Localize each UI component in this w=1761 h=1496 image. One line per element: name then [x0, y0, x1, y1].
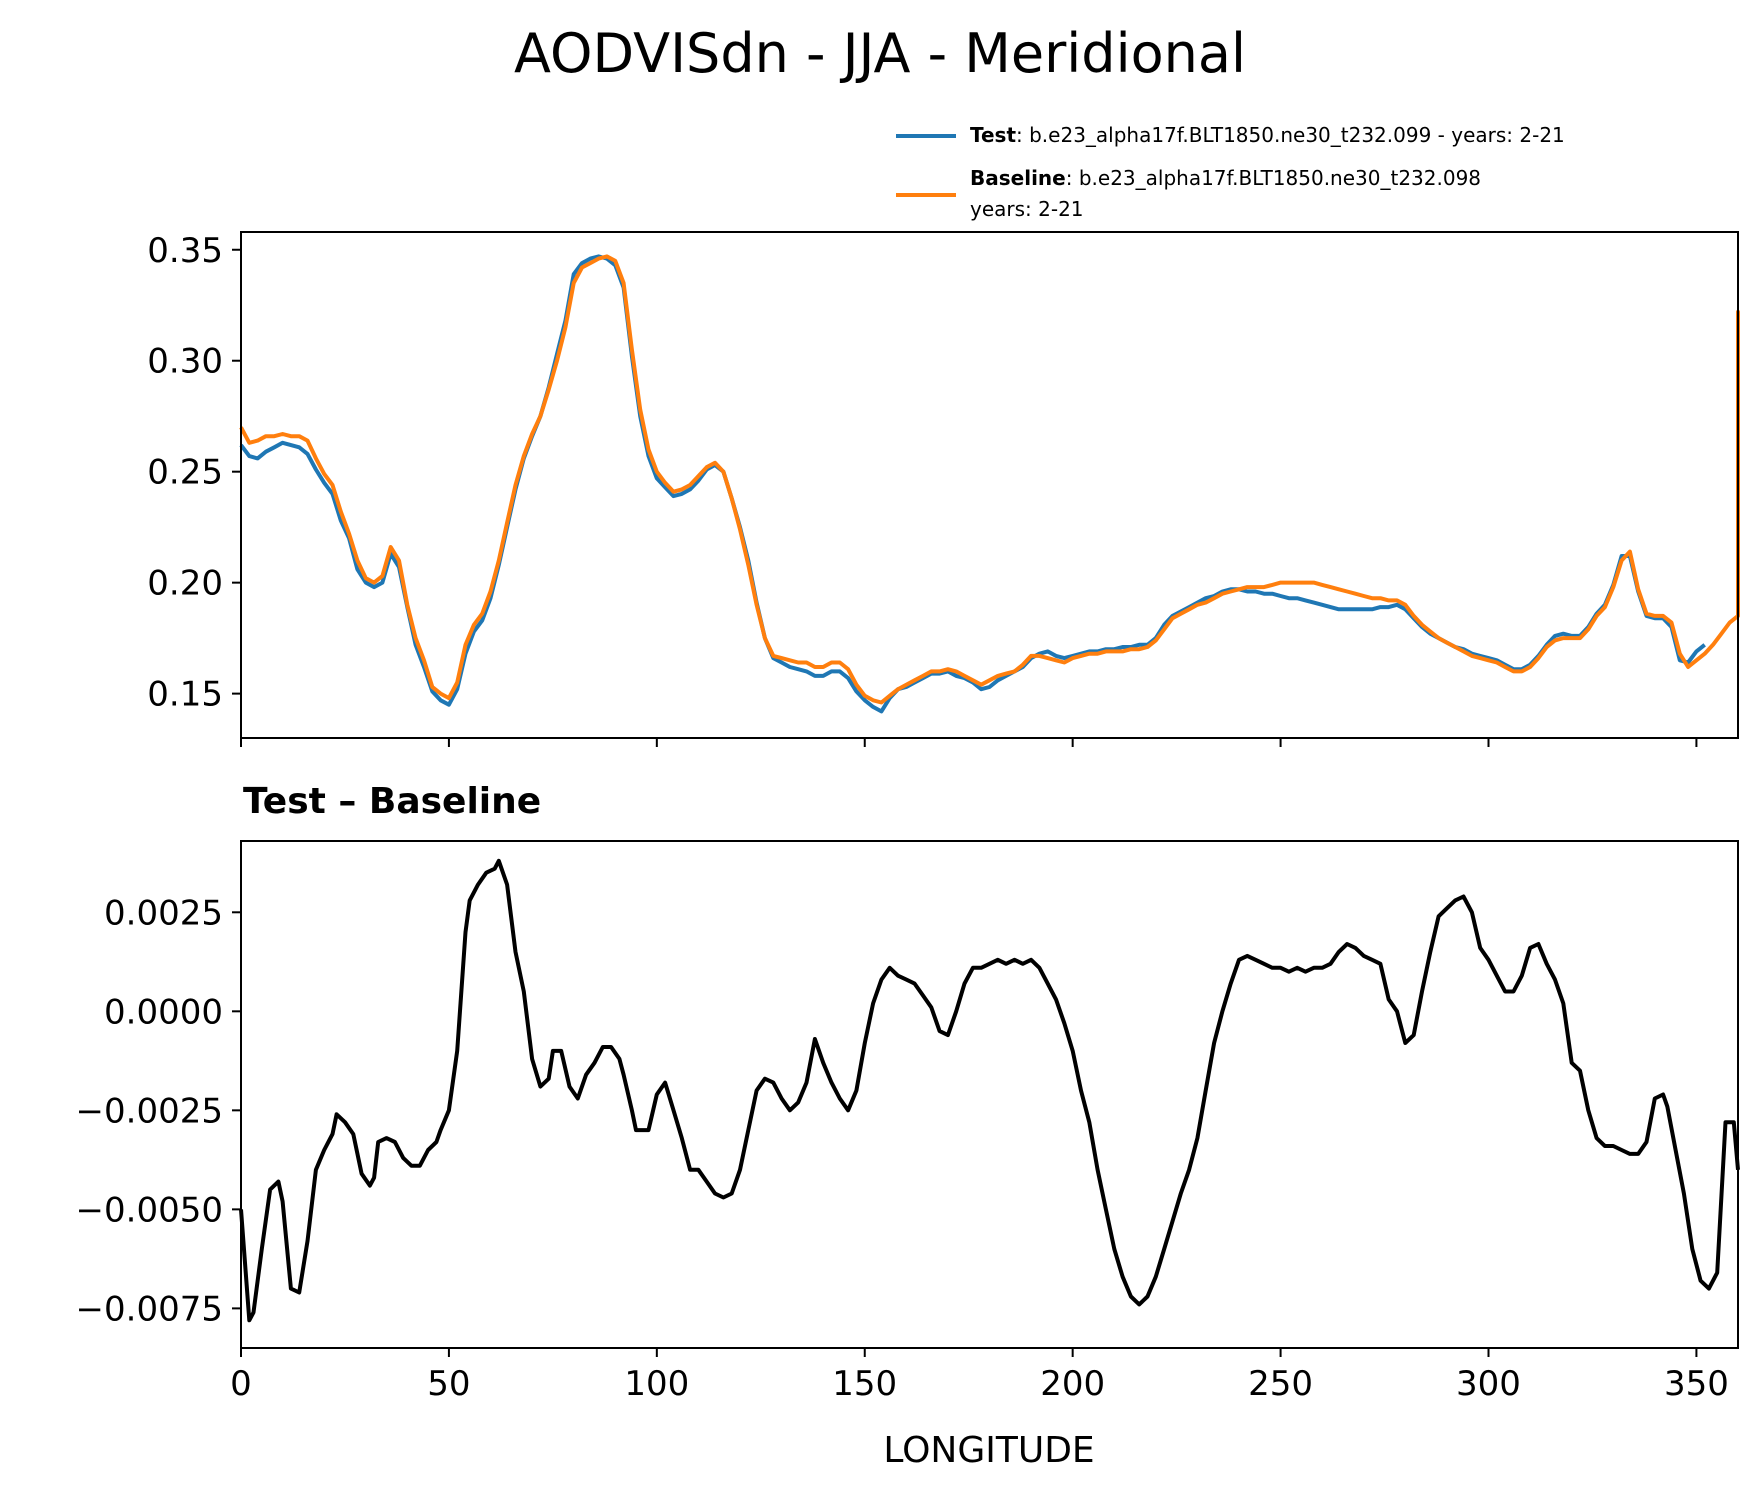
xtick-label: 300 [1456, 1364, 1521, 1404]
top-ytick-label: 0.15 [147, 675, 223, 715]
bottom-panel: −0.0075 −0.0050 −0.0025 0.0000 0.0025 0 50 100 1… [76, 840, 1740, 1404]
series-test-baseline [239, 858, 1740, 1323]
bottom-ytick-label: 0.0000 [104, 992, 223, 1032]
series-test [239, 254, 1706, 714]
xtick-label: 250 [1248, 1364, 1313, 1404]
top-ytick-label: 0.35 [147, 231, 223, 271]
bottom-ytick-label: −0.0075 [76, 1289, 223, 1329]
bottom-panel-title: Test – Baseline [243, 781, 541, 822]
top-ytick-label: 0.20 [147, 564, 223, 604]
xtick-label: 0 [230, 1364, 252, 1404]
xtick-label: 100 [624, 1364, 689, 1404]
top-panel-frame [240, 231, 1739, 739]
bottom-ytick-label: −0.0025 [76, 1091, 223, 1131]
top-ytick-label: 0.30 [147, 342, 223, 382]
top-ytick-label: 0.25 [147, 453, 223, 493]
top-panel: 0.15 0.20 0.25 0.30 0.35 [147, 231, 1740, 747]
xtick-label: 50 [427, 1364, 470, 1404]
series-baseline [239, 254, 1740, 705]
bottom-ytick-label: 0.0025 [104, 893, 223, 933]
legend-label-test: Test: b.e23_alpha17f.BLT1850.ne30_t232.0… [970, 123, 1565, 147]
xtick-label: 200 [1040, 1364, 1105, 1404]
legend-label-baseline-years: years: 2-21 [970, 197, 1084, 221]
bottom-panel-frame [240, 840, 1739, 1349]
legend-label-baseline: Baseline: b.e23_alpha17f.BLT1850.ne30_t2… [970, 166, 1481, 190]
legend: Test: b.e23_alpha17f.BLT1850.ne30_t232.0… [896, 123, 1565, 221]
xtick-label: 350 [1664, 1364, 1729, 1404]
chart-title: AODVISdn - JJA - Meridional [514, 22, 1246, 85]
xtick-label: 150 [832, 1364, 897, 1404]
x-axis-label: LONGITUDE [883, 1430, 1094, 1471]
bottom-ytick-label: −0.0050 [76, 1190, 223, 1230]
